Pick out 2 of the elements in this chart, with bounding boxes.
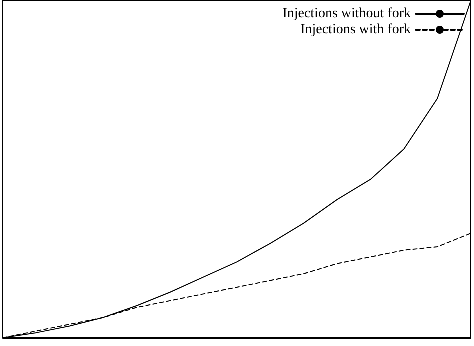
legend-label: Injections with fork	[300, 22, 411, 38]
legend-label: Injections without fork	[282, 6, 411, 22]
